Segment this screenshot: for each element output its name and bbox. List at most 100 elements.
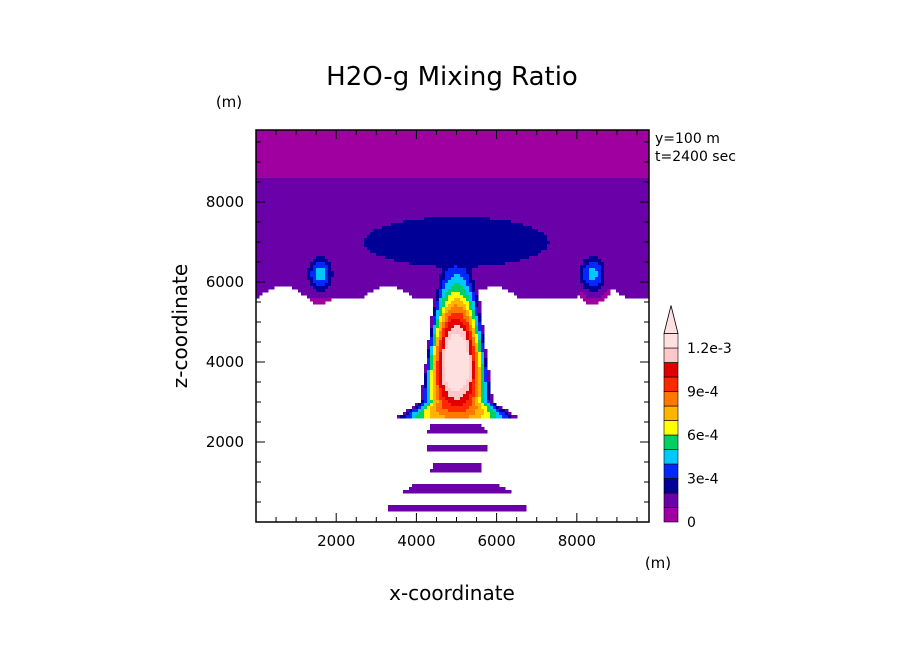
contour-cell <box>391 169 395 173</box>
contour-cell <box>325 289 329 293</box>
contour-cell <box>313 241 317 245</box>
contour-cell <box>331 175 335 179</box>
contour-cell <box>421 214 425 218</box>
contour-cell <box>445 199 449 203</box>
contour-cell <box>265 277 269 281</box>
contour-cell <box>448 490 452 494</box>
contour-cell <box>292 223 296 227</box>
contour-cell <box>397 508 401 512</box>
contour-cell <box>346 193 350 197</box>
contour-cell <box>337 286 341 290</box>
contour-cell <box>340 184 344 188</box>
contour-cell <box>403 265 407 269</box>
contour-cell <box>421 220 425 224</box>
contour-cell <box>313 157 317 161</box>
contour-cell <box>334 292 338 296</box>
contour-cell <box>310 175 314 179</box>
contour-cell <box>268 154 272 158</box>
contour-cell <box>277 166 281 170</box>
contour-cell <box>469 316 473 320</box>
contour-cell <box>463 292 467 296</box>
contour-cell <box>445 298 449 302</box>
contour-cell <box>337 178 341 182</box>
contour-cell <box>274 151 278 155</box>
contour-cell <box>406 133 410 137</box>
contour-cell <box>352 253 356 257</box>
contour-cell <box>418 217 422 221</box>
contour-cell <box>307 208 311 212</box>
contour-cell <box>289 163 293 167</box>
contour-cell <box>325 181 329 185</box>
contour-cell <box>442 379 446 383</box>
contour-cell <box>280 205 284 209</box>
contour-cell <box>346 145 350 149</box>
contour-cell <box>388 280 392 284</box>
contour-cell <box>442 286 446 290</box>
contour-cell <box>472 376 476 380</box>
contour-cell <box>439 412 443 416</box>
contour-cell <box>373 226 377 230</box>
contour-cell <box>397 262 401 266</box>
contour-cell <box>448 196 452 200</box>
contour-cell <box>349 268 353 272</box>
contour-cell <box>364 214 368 218</box>
contour-cell <box>394 160 398 164</box>
contour-cell <box>445 313 449 317</box>
contour-cell <box>307 277 311 281</box>
contour-field <box>256 130 649 512</box>
contour-cell <box>349 166 353 170</box>
contour-cell <box>292 244 296 248</box>
contour-cell <box>358 172 362 176</box>
contour-cell <box>319 196 323 200</box>
contour-cell <box>346 223 350 227</box>
contour-cell <box>418 211 422 215</box>
contour-cell <box>463 163 467 167</box>
contour-cell <box>442 244 446 248</box>
contour-cell <box>421 181 425 185</box>
contour-cell <box>475 256 479 260</box>
contour-cell <box>388 163 392 167</box>
contour-cell <box>436 349 440 353</box>
contour-cell <box>400 133 404 137</box>
contour-cell <box>262 238 266 242</box>
contour-cell <box>448 130 452 134</box>
contour-cell <box>334 166 338 170</box>
contour-cell <box>319 238 323 242</box>
contour-cell <box>472 412 476 416</box>
contour-cell <box>427 181 431 185</box>
contour-cell <box>466 397 470 401</box>
contour-cell <box>382 166 386 170</box>
contour-cell <box>259 247 263 251</box>
contour-cell <box>469 298 473 302</box>
contour-cell <box>370 199 374 203</box>
contour-cell <box>472 328 476 332</box>
contour-cell <box>454 145 458 149</box>
contour-cell <box>352 211 356 215</box>
contour-cell <box>337 262 341 266</box>
contour-cell <box>259 148 263 152</box>
contour-cell <box>472 142 476 146</box>
contour-cell <box>463 241 467 245</box>
contour-cell <box>361 244 365 248</box>
contour-cell <box>325 157 329 161</box>
contour-cell <box>265 154 269 158</box>
contour-cell <box>403 280 407 284</box>
contour-cell <box>469 379 473 383</box>
contour-cell <box>376 220 380 224</box>
contour-cell <box>445 157 449 161</box>
contour-cell <box>301 139 305 143</box>
contour-cell <box>436 415 440 419</box>
contour-cell <box>475 328 479 332</box>
contour-cell <box>472 205 476 209</box>
contour-cell <box>442 505 446 509</box>
contour-cell <box>376 265 380 269</box>
contour-cell <box>460 157 464 161</box>
contour-cell <box>463 304 467 308</box>
contour-cell <box>421 169 425 173</box>
contour-cell <box>358 286 362 290</box>
contour-cell <box>463 136 467 140</box>
contour-cell <box>445 334 449 338</box>
contour-cell <box>415 292 419 296</box>
contour-cell <box>430 244 434 248</box>
contour-cell <box>451 343 455 347</box>
